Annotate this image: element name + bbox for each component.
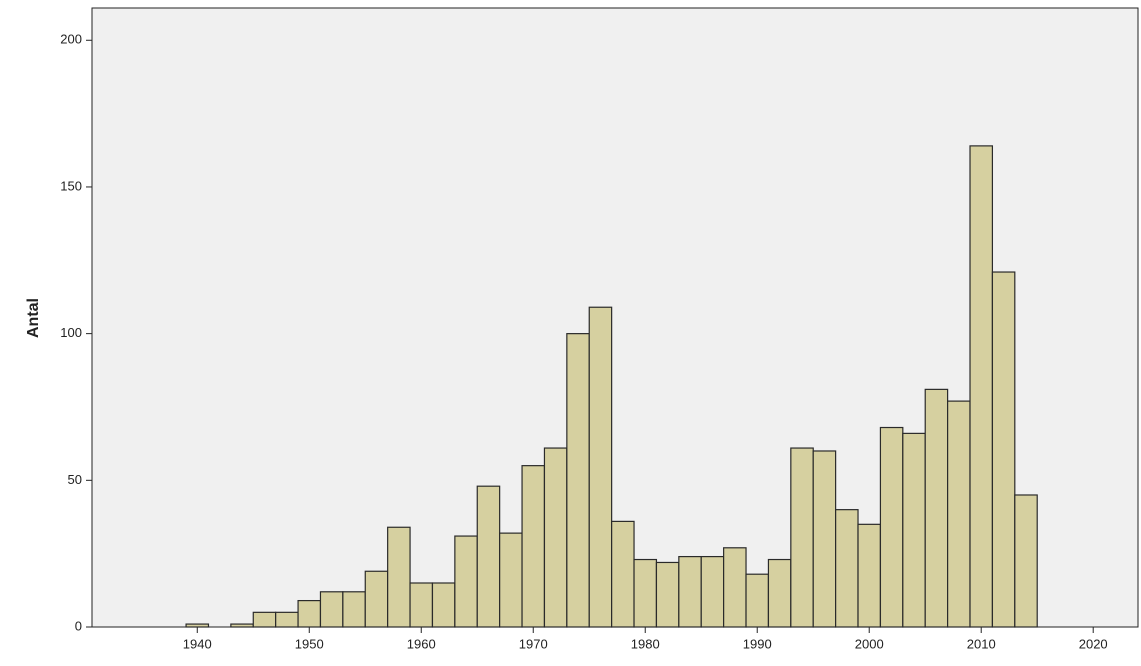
bar	[835, 509, 859, 628]
y-tick-label: 200	[60, 32, 82, 47]
bar	[745, 573, 770, 628]
y-tick-label: 100	[60, 325, 82, 340]
bar	[476, 485, 501, 628]
bar	[969, 145, 994, 628]
bar	[387, 526, 411, 628]
y-tick-label: 150	[60, 178, 82, 193]
bar	[902, 432, 926, 628]
x-tick-label: 2020	[1079, 636, 1108, 651]
bar	[947, 400, 971, 628]
bar	[655, 561, 680, 628]
x-tick-label: 1980	[631, 636, 660, 651]
bar	[812, 450, 837, 628]
bar	[924, 388, 949, 628]
bar	[588, 306, 613, 628]
x-tick-label: 2000	[855, 636, 884, 651]
bar	[633, 558, 658, 628]
bar	[275, 611, 299, 628]
x-tick-label: 1940	[183, 636, 212, 651]
x-tick-label: 1970	[519, 636, 548, 651]
bar	[342, 591, 366, 628]
bar	[521, 465, 546, 628]
bar	[790, 447, 814, 628]
x-tick-label: 1960	[407, 636, 436, 651]
bar	[991, 271, 1016, 628]
x-tick-label: 2010	[967, 636, 996, 651]
bar	[1014, 494, 1038, 628]
bar	[230, 623, 254, 628]
bar	[252, 611, 277, 628]
x-tick-label: 1990	[743, 636, 772, 651]
y-axis-title: Antal	[25, 298, 42, 338]
bar	[700, 555, 725, 628]
bar	[297, 599, 322, 628]
bar	[723, 547, 747, 628]
bar	[611, 520, 635, 628]
bar	[499, 532, 523, 628]
y-tick-label: 0	[75, 618, 82, 633]
bar	[431, 582, 456, 628]
bar	[566, 333, 590, 628]
x-tick-label: 1950	[295, 636, 324, 651]
bar	[857, 523, 882, 628]
bar	[364, 570, 389, 628]
bar	[185, 623, 210, 628]
bar	[409, 582, 434, 628]
bar	[678, 555, 702, 628]
bar	[767, 558, 792, 628]
bar	[879, 426, 904, 628]
bar	[319, 591, 344, 628]
bar	[543, 447, 568, 628]
bar	[454, 535, 478, 628]
y-tick-label: 50	[68, 472, 82, 487]
